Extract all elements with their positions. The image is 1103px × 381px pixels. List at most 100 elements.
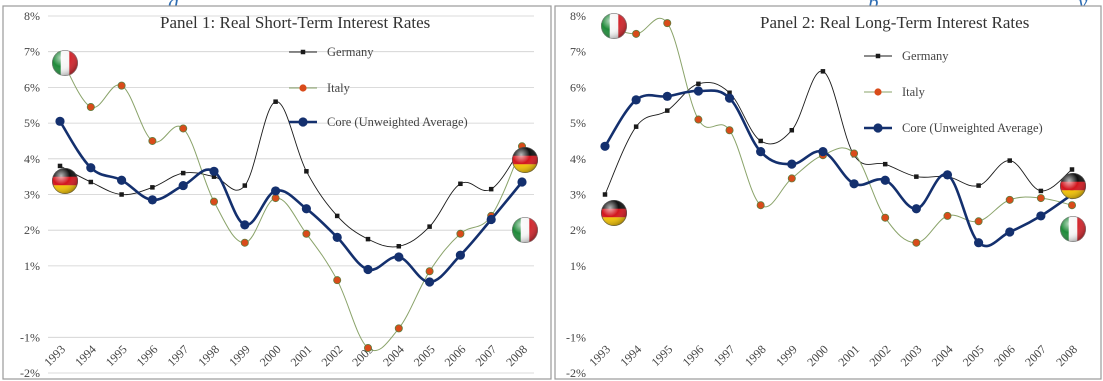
legend-label: Germany xyxy=(902,49,949,63)
data-point xyxy=(427,224,432,229)
data-point xyxy=(632,29,641,38)
data-point xyxy=(304,169,309,174)
data-point xyxy=(1036,194,1045,203)
legend-marker xyxy=(874,88,882,96)
data-point xyxy=(724,93,735,103)
data-point xyxy=(1068,201,1077,210)
y-tick-label: 8% xyxy=(570,9,586,23)
data-point xyxy=(150,185,155,190)
series-line-0 xyxy=(604,70,1073,195)
y-tick-label: 3% xyxy=(570,188,586,202)
data-point xyxy=(976,183,981,188)
data-point xyxy=(332,232,342,242)
data-point xyxy=(363,344,372,353)
y-tick-label: 7% xyxy=(570,45,586,59)
y-tick-label: 1% xyxy=(24,259,40,273)
data-point xyxy=(180,170,186,176)
data-point xyxy=(1005,227,1015,237)
data-point xyxy=(663,19,672,28)
data-point xyxy=(633,124,639,129)
data-point xyxy=(365,236,371,242)
y-tick-label: 1% xyxy=(570,259,586,273)
data-point xyxy=(178,180,188,191)
panel-2-long-term: 8%7%6%5%4%3%2%1%-1%-2% 1993 1994 1995 1996 1… xyxy=(554,5,1102,380)
data-point xyxy=(363,264,373,275)
data-point xyxy=(179,124,188,133)
y-tick-label: 5% xyxy=(570,116,586,130)
data-point xyxy=(488,186,494,192)
data-point xyxy=(787,159,797,169)
data-point xyxy=(693,86,704,96)
y-tick-label: -2% xyxy=(20,366,40,380)
y-tick-label: 2% xyxy=(570,223,586,237)
data-point xyxy=(756,147,766,157)
data-point xyxy=(517,177,527,187)
data-point xyxy=(727,90,732,96)
data-point xyxy=(425,277,435,287)
data-point xyxy=(396,244,402,249)
y-tick-label: 8% xyxy=(24,9,40,23)
data-point xyxy=(850,149,859,158)
data-point xyxy=(209,166,219,176)
data-point xyxy=(911,204,921,214)
data-point xyxy=(914,174,919,179)
legend-label: Italy xyxy=(902,85,926,99)
y-tick-label: 7% xyxy=(24,45,40,59)
data-point xyxy=(665,108,670,113)
y-tick-label: 5% xyxy=(24,116,40,130)
data-point xyxy=(394,252,404,262)
data-point xyxy=(696,81,701,87)
panel-1-title: Panel 1: Real Short-Term Interest Rates xyxy=(160,13,430,32)
legend-marker xyxy=(299,84,307,92)
data-point xyxy=(209,197,218,206)
legend-marker xyxy=(300,49,306,55)
legend-label: Core (Unweighted Average) xyxy=(902,121,1043,135)
data-point xyxy=(694,115,703,124)
series-line-2 xyxy=(58,120,524,284)
data-point xyxy=(55,116,65,126)
data-point xyxy=(789,127,795,133)
data-point xyxy=(1005,195,1014,204)
panel-2-y-ticks: 8% 7% 6% 5% 4% 3% 2% 1% -1% -2% xyxy=(566,9,586,380)
legend-label: Germany xyxy=(327,45,374,59)
panel-2-legend: Germany Italy Core (Unweighted Average) xyxy=(864,49,1043,135)
panel-1-legend: Germany Italy Core (Unweighted Average) xyxy=(289,45,468,129)
data-point xyxy=(86,163,96,173)
data-point xyxy=(57,163,63,169)
data-point xyxy=(455,250,465,260)
y-tick-label: 2% xyxy=(24,223,40,237)
data-point xyxy=(240,238,249,247)
data-point xyxy=(458,181,463,187)
data-point xyxy=(1038,188,1044,194)
y-tick-label: 6% xyxy=(570,80,586,94)
y-tick-label: 4% xyxy=(24,152,40,166)
data-point xyxy=(881,213,890,222)
data-point xyxy=(1069,167,1075,172)
series-line-0 xyxy=(59,101,523,248)
legend-label: Italy xyxy=(327,81,351,95)
data-point xyxy=(631,95,641,105)
data-point xyxy=(117,175,127,185)
legend-label: Core (Unweighted Average) xyxy=(327,115,468,129)
data-point xyxy=(758,138,763,144)
y-tick-label: 4% xyxy=(570,152,586,166)
panel-2-frame xyxy=(554,5,1102,380)
data-point xyxy=(662,91,672,101)
y-tick-label: -1% xyxy=(20,330,40,344)
y-tick-label: 3% xyxy=(24,188,40,202)
data-point xyxy=(880,175,890,185)
panel-1-y-ticks: 8% 7% 6% 5% 4% 3% 2% 1% -1% -2% xyxy=(20,9,40,380)
data-point xyxy=(334,213,340,219)
data-point xyxy=(333,276,342,285)
data-point xyxy=(820,69,826,74)
panel-1-series xyxy=(55,51,527,353)
data-point xyxy=(486,214,496,225)
data-point xyxy=(394,324,403,333)
data-point xyxy=(88,179,94,185)
data-point xyxy=(147,195,157,205)
data-point xyxy=(818,147,828,157)
panel-2-series xyxy=(600,17,1077,248)
data-point xyxy=(943,211,952,220)
data-point xyxy=(119,192,124,197)
